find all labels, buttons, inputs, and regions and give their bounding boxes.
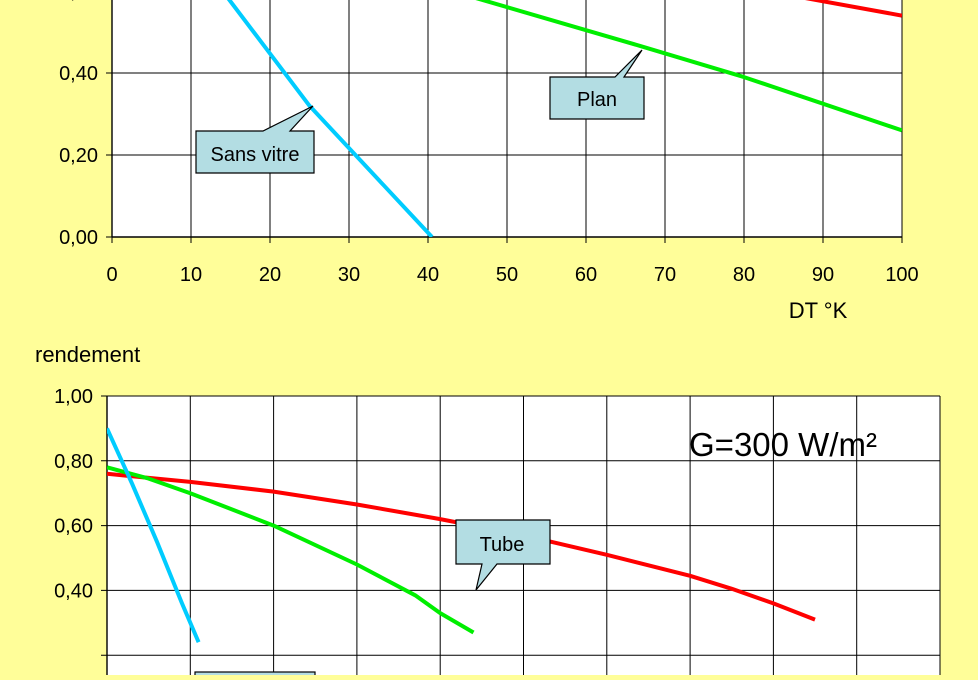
bottom-y-axis-label: rendement xyxy=(35,342,140,367)
callout-plan: Plan xyxy=(549,49,645,120)
y-tick-label: 1,00 xyxy=(54,386,93,408)
callout-sans-vitre-bubble xyxy=(195,105,315,174)
series-line-series-1 xyxy=(107,465,475,635)
y-tick-label: 0,40 xyxy=(54,580,93,602)
bottom-chart: rendement 0,40 0,60 0,80 1,00 G=300 W/m² Tu… xyxy=(35,342,941,680)
callout-sans-vitre: Sans vitre xyxy=(195,105,315,174)
y-tick-label: 0,60 xyxy=(54,516,93,538)
x-tick-label: 80 xyxy=(733,264,755,286)
x-tick-label: 30 xyxy=(338,264,360,286)
x-tick-label: 20 xyxy=(259,264,281,286)
x-tick-label: 70 xyxy=(654,264,676,286)
x-tick-label: 50 xyxy=(496,264,518,286)
series-line-series-0 xyxy=(804,0,902,18)
y-tick-label: 0,00 xyxy=(59,227,98,249)
callout-plan-label: Plan xyxy=(577,89,617,111)
y-tick-label: 0,20 xyxy=(59,145,98,167)
top-x-axis-label: DT °K xyxy=(789,298,848,323)
callout-tube-bubble xyxy=(455,519,551,591)
x-tick-label: 60 xyxy=(575,264,597,286)
x-tick-label: 10 xyxy=(180,264,202,286)
series-line-plan xyxy=(475,0,902,133)
bottom-chart-title: G=300 W/m² xyxy=(689,426,877,463)
top-chart: 0,000,200,400,60 0102030405060708090100 … xyxy=(59,0,919,323)
top-y-tick-labels: 0,00 0,20 0,40 0,60 xyxy=(59,0,98,249)
callout-tube: Tube xyxy=(455,519,551,591)
x-tick-label: 40 xyxy=(417,264,439,286)
y-tick-label: 0,60 xyxy=(59,0,98,3)
bottom-grid xyxy=(101,395,941,680)
series-line-series-2 xyxy=(107,427,201,643)
top-x-tick-labels: 0 10 20 30 40 50 60 70 80 90 100 xyxy=(106,264,918,286)
x-tick-label: 0 xyxy=(106,264,117,286)
x-tick-label: 90 xyxy=(812,264,834,286)
callout-sans-vitre-label: Sans vitre xyxy=(211,144,300,166)
y-tick-label: 0,40 xyxy=(59,63,98,85)
bottom-y-tick-labels: 0,40 0,60 0,80 1,00 xyxy=(54,386,93,602)
series-line-sans-vitre xyxy=(226,0,434,237)
x-tick-label: 100 xyxy=(885,264,918,286)
callout-tube-label: Tube xyxy=(480,534,525,556)
y-tick-label: 0,80 xyxy=(54,451,93,473)
callout-plan-bubble xyxy=(549,49,645,120)
top-series xyxy=(226,0,902,237)
